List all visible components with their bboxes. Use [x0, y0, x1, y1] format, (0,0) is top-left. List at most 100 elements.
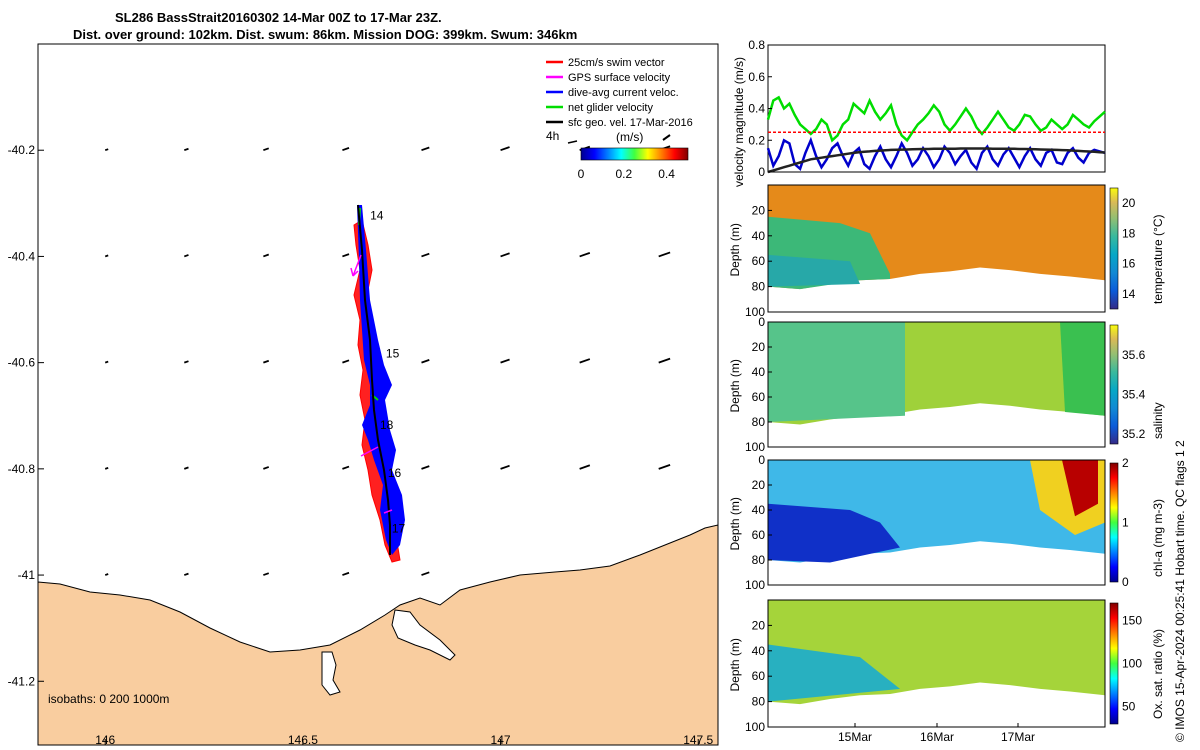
- low-oxygen-mass: [768, 644, 900, 702]
- colorbar-tick-label: 18: [1122, 226, 1136, 240]
- track-day-label: 17: [392, 522, 406, 536]
- track-day-labels: 14 15 18 16 17: [370, 208, 405, 535]
- legend-entry: net glider velocity: [568, 102, 653, 114]
- geo-vel-legend-arrow: [662, 134, 671, 141]
- low-salinity-mass: [768, 322, 905, 422]
- sfc-vel-arrow: [104, 573, 109, 576]
- sfc-vel-arrow: [104, 360, 109, 364]
- section-colorbar: [1109, 187, 1119, 310]
- map-panel: 146 146.5 147 147.5 -40.2 -40.4 -40.6 -40.8 -41…: [8, 43, 719, 747]
- depth-tick-label: 20: [752, 203, 766, 217]
- depth-tick-label: 80: [752, 415, 766, 429]
- section-colorbar: [1109, 462, 1119, 583]
- colorbar-tick-label: 35.4: [1122, 387, 1146, 401]
- depth-tick-label: 20: [752, 618, 766, 632]
- colorbar-tick-label: 35.6: [1122, 348, 1146, 362]
- velocity-series-line: [767, 147, 1106, 174]
- map-y-axis: -40.2 -40.4 -40.6 -40.8 -41 -41.2: [8, 143, 44, 688]
- sfc-vel-arrow: [579, 464, 591, 470]
- section-colorbar: [1109, 602, 1119, 725]
- chl-bloom-core: [1062, 460, 1098, 517]
- sfc-vel-arrow: [183, 147, 189, 152]
- section-frame: [767, 184, 1106, 313]
- sfc-vel-arrow: [421, 359, 430, 364]
- track-day-label: 15: [386, 346, 400, 360]
- colorbar-label: Ox. sat. ratio (%): [1151, 629, 1165, 719]
- map-ytick-label: -40.8: [8, 462, 36, 476]
- sfc-vel-arrow: [342, 359, 350, 364]
- track-day-label: 14: [370, 208, 384, 222]
- legend-entry: GPS surface velocity: [568, 72, 671, 84]
- isobaths-label: isobaths: 0 200 1000m: [48, 692, 169, 706]
- map-frame: [37, 43, 719, 746]
- estuary: [391, 609, 456, 661]
- colorbar-tick-label: 100: [1122, 657, 1142, 671]
- map-xtick-label: 147: [491, 733, 511, 747]
- colorbar-tick-label: 35.2: [1122, 427, 1146, 441]
- colorbar-tick-label: 0: [1122, 575, 1129, 589]
- sfc-vel-arrow: [263, 147, 270, 152]
- map-xtick-label: 146.5: [288, 733, 318, 747]
- time-axis: 15Mar 16Mar 17Mar: [838, 723, 1035, 744]
- map-ytick-label: -40.4: [8, 249, 36, 263]
- time-tick-label: 17Mar: [1001, 730, 1035, 744]
- section-panel: 0 20 40 60 80 100 Depth (m) 35.2 35.4 35.6 salinit…: [728, 315, 1165, 454]
- colorbar-tick: 0.4: [658, 167, 675, 181]
- sfc-vel-arrow: [421, 146, 430, 152]
- legend-entry: sfc geo. vel. 17-Mar-2016: [568, 117, 693, 129]
- velocity-ytick-label: 0.6: [748, 70, 765, 84]
- sfc-vel-arrow: [658, 464, 671, 470]
- colorbar-tick: 0: [578, 167, 585, 181]
- velocity-panel: 0 0.2 0.4 0.6 0.8 velocity magnitude (m/s): [732, 38, 1106, 187]
- map-ytick-label: -40.2: [8, 143, 36, 157]
- depth-tick-label: 60: [752, 528, 766, 542]
- colorbar-tick-label: 20: [1122, 196, 1136, 210]
- section-colorbar: [1109, 324, 1119, 445]
- depth-tick-label: 40: [752, 229, 766, 243]
- velocity-ylabel: velocity magnitude (m/s): [732, 57, 746, 187]
- map-ytick-label: -41: [18, 568, 36, 582]
- depth-tick-label: 0: [758, 315, 765, 329]
- velocity-key-label: 4h: [546, 129, 559, 143]
- section-frame: [767, 459, 1106, 586]
- map-x-axis: 146 146.5 147 147.5: [95, 733, 713, 747]
- sfc-vel-arrow: [658, 357, 671, 364]
- sfc-vel-arrow: [579, 252, 591, 258]
- sfc-vel-arrow: [421, 465, 430, 470]
- colorbar-tick-label: 16: [1122, 257, 1136, 271]
- legend-entry: 25cm/s swim vector: [568, 57, 665, 69]
- section-panel: 0 20 40 60 80 100 Depth (m) 0 1 2 chl-a (mg m-3): [728, 453, 1165, 592]
- velocity-series: [766, 95, 1106, 174]
- sfc-vel-arrow: [500, 358, 510, 364]
- colorbar-tick-label: 1: [1122, 516, 1129, 530]
- sfc-vel-arrow: [263, 466, 270, 470]
- depth-tick-label: 100: [745, 720, 765, 734]
- sfc-vel-arrow: [263, 572, 270, 576]
- sfc-vel-arrow: [263, 253, 270, 258]
- colorbar-label: salinity: [1151, 402, 1165, 439]
- depth-tick-label: 20: [752, 340, 766, 354]
- sfc-vel-arrow: [104, 148, 109, 152]
- depth-axis-label: Depth (m): [728, 638, 742, 691]
- time-tick-label: 16Mar: [920, 730, 954, 744]
- depth-tick-label: 80: [752, 280, 766, 294]
- colorbar-tick-label: 50: [1122, 700, 1136, 714]
- sfc-vel-arrow: [500, 252, 510, 258]
- depth-tick-label: 100: [745, 305, 765, 319]
- depth-axis-label: Depth (m): [728, 223, 742, 276]
- depth-tick-label: 0: [758, 453, 765, 467]
- dive-avg-current-band: [357, 205, 405, 555]
- speed-colorbar: [580, 147, 689, 161]
- glider-track: [357, 204, 391, 555]
- legend-entry: dive-avg current veloc.: [568, 87, 679, 99]
- gps-surface-velocity-arrows: [350, 254, 393, 514]
- depth-axis-label: Depth (m): [728, 359, 742, 412]
- sfc-vel-arrow: [104, 254, 109, 258]
- colorbar-tick-label: 14: [1122, 287, 1136, 301]
- sfc-vel-arrow: [579, 358, 591, 364]
- inlet: [321, 651, 341, 696]
- map-ytick-label: -41.2: [8, 674, 36, 688]
- velocity-ytick-label: 0: [758, 165, 765, 179]
- colorbar-label: chl-a (mg m-3): [1151, 499, 1165, 577]
